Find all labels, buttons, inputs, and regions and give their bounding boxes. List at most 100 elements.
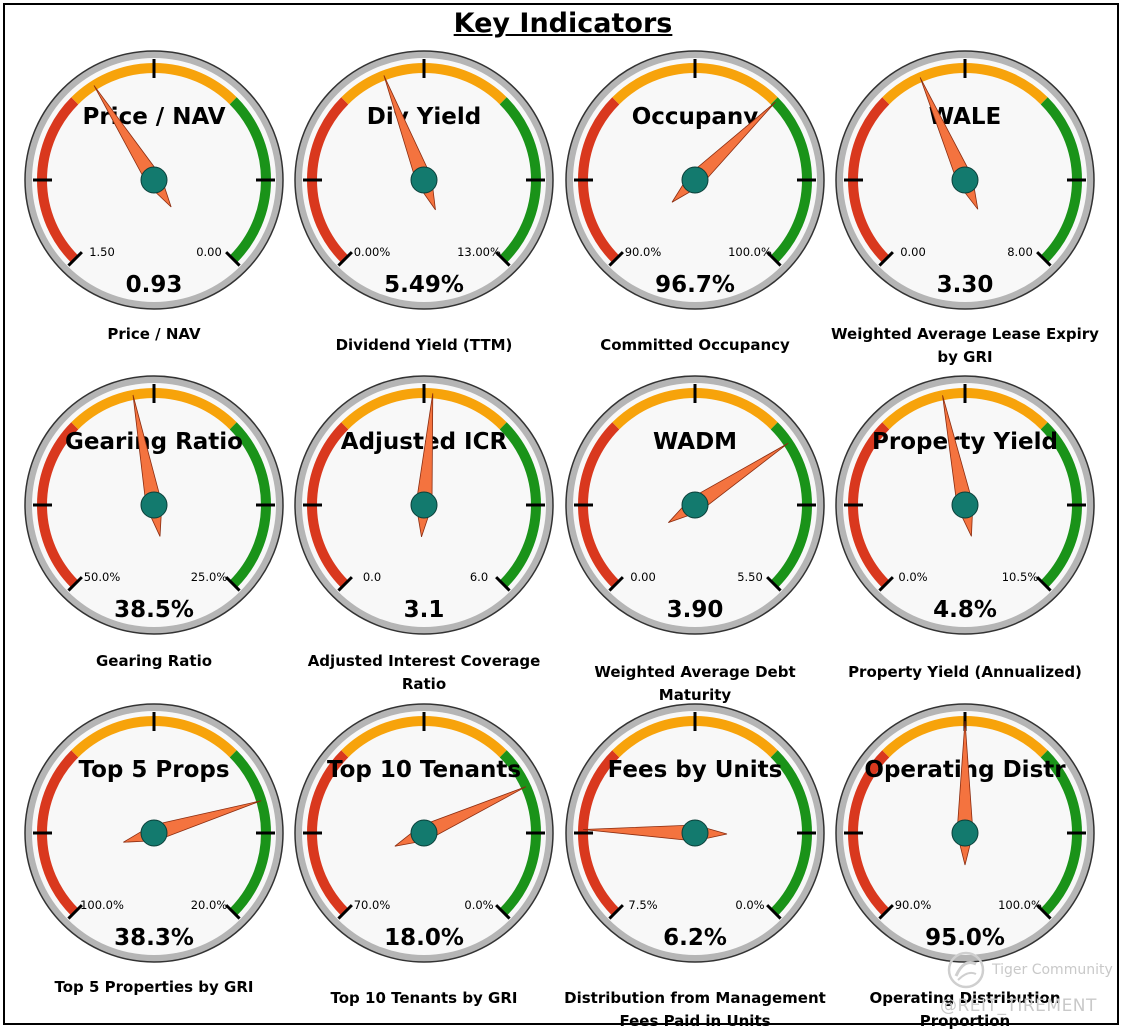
watermark: Tiger Community @REIT_TIREMENT bbox=[940, 950, 1120, 1020]
gauge-10: Top 10 Tenants 70.0% 0.0%18.0% bbox=[294, 703, 554, 963]
gauge-tick bbox=[878, 251, 894, 267]
gauge-tick bbox=[337, 904, 353, 920]
gauge-min-label: 0.0% bbox=[898, 570, 927, 584]
gauge-tick bbox=[878, 904, 894, 920]
gauge-max-label: 8.00 bbox=[1007, 245, 1033, 259]
gauge-min-label: 7.5% bbox=[628, 898, 657, 912]
gauge-tick bbox=[337, 576, 353, 592]
gauge-1: Price / NAV 1.50 0.00 0.93 bbox=[24, 50, 284, 310]
gauge-max-label: 100.0% bbox=[998, 898, 1042, 912]
gauge-tick bbox=[766, 251, 782, 267]
gauge-title: Property Yield bbox=[872, 429, 1058, 455]
gauge-value: 95.0% bbox=[925, 925, 1005, 951]
gauge-title: Price / NAV bbox=[82, 104, 225, 130]
gauge-max-label: 0.00 bbox=[196, 245, 222, 259]
gauge-title: WADM bbox=[653, 429, 737, 455]
gauge-tick bbox=[495, 576, 511, 592]
gauge-tick bbox=[766, 904, 782, 920]
gauge-value: 3.90 bbox=[667, 597, 724, 623]
page-title: Key Indicators bbox=[453, 8, 673, 39]
gauge-value: 0.93 bbox=[126, 272, 183, 298]
gauge-value: 4.8% bbox=[933, 597, 997, 623]
gauge-tick bbox=[495, 251, 511, 267]
gauge-value: 5.49% bbox=[384, 272, 464, 298]
gauge-hub bbox=[951, 491, 979, 519]
gauge-hub bbox=[951, 166, 979, 194]
gauge-caption: Dividend Yield (TTM) bbox=[335, 336, 513, 354]
gauge-tick bbox=[225, 251, 241, 267]
gauge-hub bbox=[681, 491, 709, 519]
gauge-max-label: 100.0% bbox=[728, 245, 772, 259]
gauge-max-label: 20.0% bbox=[191, 898, 228, 912]
gauge-min-label: 50.0% bbox=[84, 570, 121, 584]
gauge-caption: Top 5 Properties by GRI bbox=[54, 978, 254, 996]
gauge-caption: Weighted Average Debt Maturity bbox=[594, 663, 796, 704]
gauge-caption: Price / NAV bbox=[107, 325, 201, 343]
gauge-value: 38.5% bbox=[114, 597, 194, 623]
gauge-tick bbox=[608, 251, 624, 267]
gauge-min-label: 70.0% bbox=[354, 898, 391, 912]
gauge-7: WADM 0.00 5.50 3.90 bbox=[565, 375, 825, 635]
gauge-11: Fees by Units 7.5% 0.0% 6.2% bbox=[565, 703, 825, 963]
gauge-min-label: 90.0% bbox=[895, 898, 932, 912]
gauge-hub bbox=[140, 491, 168, 519]
gauge-tick bbox=[337, 251, 353, 267]
gauge-min-label: 0.00 bbox=[900, 245, 926, 259]
gauge-value: 3.1 bbox=[404, 597, 445, 623]
gauge-title: Gearing Ratio bbox=[65, 429, 243, 455]
gauge-tick bbox=[878, 576, 894, 592]
watermark-brand: Tiger Community bbox=[992, 962, 1113, 978]
gauge-tick bbox=[608, 576, 624, 592]
gauge-title: Top 10 Tenants bbox=[327, 757, 521, 783]
gauge-3: Occupany 90.0% 100.0% 96.7% bbox=[565, 50, 825, 310]
gauge-5: Gearing Ratio 50.0% 25.0% 38.5% bbox=[24, 375, 284, 635]
gauge-tick bbox=[225, 576, 241, 592]
gauge-caption: Top 10 Tenants by GRI bbox=[330, 989, 518, 1007]
gauge-min-label: 0.00% bbox=[354, 245, 391, 259]
gauge-tick bbox=[67, 904, 83, 920]
gauge-max-label: 5.50 bbox=[737, 570, 763, 584]
gauge-hub bbox=[681, 819, 709, 847]
gauge-title: Fees by Units bbox=[608, 757, 783, 783]
gauge-value: 96.7% bbox=[655, 272, 735, 298]
gauge-2: Div Yield 0.00% 13.00% 5.49% bbox=[294, 50, 554, 310]
gauge-caption: Committed Occupancy bbox=[600, 336, 790, 354]
dashboard-frame bbox=[3, 3, 1119, 1025]
gauge-min-label: 90.0% bbox=[625, 245, 662, 259]
gauge-value: 3.30 bbox=[937, 272, 994, 298]
gauge-tick bbox=[495, 904, 511, 920]
gauge-caption: Operating Distribution Proportion bbox=[869, 989, 1061, 1030]
gauge-hub bbox=[681, 166, 709, 194]
gauge-max-label: 25.0% bbox=[191, 570, 228, 584]
gauge-title: Top 5 Props bbox=[78, 757, 229, 783]
gauge-tick bbox=[608, 904, 624, 920]
gauge-caption: Distribution from Management Fees Paid i… bbox=[564, 989, 826, 1030]
gauge-caption: Property Yield (Annualized) bbox=[848, 663, 1082, 681]
gauge-8: Property Yield 0.0% 10.5% 4.8% bbox=[835, 375, 1095, 635]
gauge-caption: Gearing Ratio bbox=[95, 652, 213, 670]
gauge-hub bbox=[140, 819, 168, 847]
gauge-tick bbox=[67, 576, 83, 592]
gauge-max-label: 13.00% bbox=[457, 245, 501, 259]
gauge-title: Div Yield bbox=[367, 104, 481, 130]
gauge-hub bbox=[410, 166, 438, 194]
tiger-logo-icon bbox=[947, 951, 985, 989]
gauge-value: 18.0% bbox=[384, 925, 464, 951]
gauge-min-label: 0.0 bbox=[363, 570, 381, 584]
gauge-tick bbox=[766, 576, 782, 592]
gauge-max-label: 0.0% bbox=[735, 898, 764, 912]
gauge-value: 6.2% bbox=[663, 925, 727, 951]
gauge-tick bbox=[67, 251, 83, 267]
gauge-caption: Adjusted Interest Coverage Ratio bbox=[307, 652, 541, 693]
gauge-min-label: 100.0% bbox=[80, 898, 124, 912]
gauge-min-label: 0.00 bbox=[630, 570, 656, 584]
gauge-min-label: 1.50 bbox=[89, 245, 115, 259]
gauge-tick bbox=[225, 904, 241, 920]
gauge-max-label: 0.0% bbox=[464, 898, 493, 912]
gauge-value: 38.3% bbox=[114, 925, 194, 951]
watermark-handle: @REIT_TIREMENT bbox=[940, 996, 1097, 1016]
